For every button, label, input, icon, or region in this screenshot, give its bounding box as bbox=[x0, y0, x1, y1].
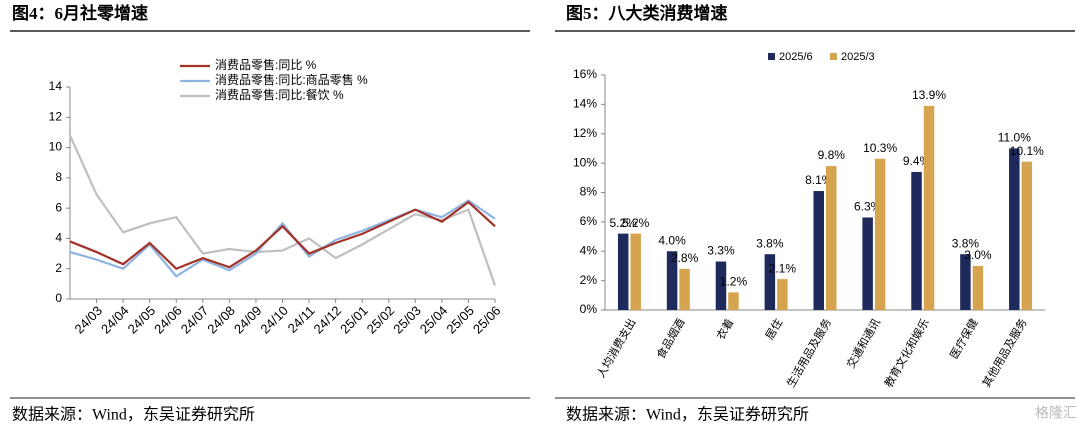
data-label: 6.3% bbox=[854, 200, 882, 214]
x-tick-label: 24/08 bbox=[204, 303, 238, 337]
data-label: 11.0% bbox=[998, 131, 1031, 145]
bar bbox=[728, 292, 739, 310]
x-tick-label: 衣着 bbox=[713, 316, 736, 342]
legend-swatch bbox=[768, 53, 775, 60]
line-series bbox=[69, 199, 496, 278]
line-series bbox=[69, 200, 496, 270]
y-tick-label: 14 bbox=[49, 79, 63, 93]
y-tick-label: 0 bbox=[55, 291, 62, 305]
watermark: 格隆汇 bbox=[1035, 405, 1077, 421]
chart-title: 图4：6月社零增速 bbox=[12, 3, 148, 23]
data-label: 9.8% bbox=[818, 148, 846, 162]
bar bbox=[911, 171, 922, 310]
x-tick-label: 25/04 bbox=[417, 303, 451, 337]
bar bbox=[777, 279, 788, 310]
data-label: 13.9% bbox=[912, 88, 946, 102]
y-tick-label: 4 bbox=[55, 231, 62, 245]
source: 数据来源：Wind，东吴证券研究所 bbox=[12, 406, 255, 424]
legend-swatch bbox=[830, 53, 837, 60]
bar bbox=[764, 254, 776, 310]
bar bbox=[679, 268, 690, 310]
legend-label: 2025/6 bbox=[779, 51, 813, 63]
y-tick-label: 8% bbox=[580, 185, 598, 199]
bar bbox=[960, 254, 971, 310]
data-label: 3.0% bbox=[964, 248, 992, 262]
x-tick-label: 人均消费支出 bbox=[593, 316, 638, 380]
legend-label: 消费品零售:同比:餐饮 % bbox=[215, 87, 344, 102]
data-label: 8.1% bbox=[805, 173, 833, 187]
x-tick-label: 24/11 bbox=[285, 303, 318, 336]
x-tick-label: 24/04 bbox=[98, 303, 132, 337]
data-label: 1.2% bbox=[720, 275, 748, 289]
x-tick-label: 居住 bbox=[762, 316, 785, 342]
chart-title: 图5：八大类消费增速 bbox=[566, 3, 728, 23]
y-tick-label: 4% bbox=[580, 243, 598, 257]
x-tick-label: 25/06 bbox=[470, 303, 504, 337]
x-tick-label: 食品烟酒 bbox=[653, 316, 687, 361]
data-label: 5.2% bbox=[610, 216, 638, 230]
y-tick-label: 14% bbox=[573, 97, 597, 111]
data-label: 4.0% bbox=[658, 233, 686, 247]
bar bbox=[666, 251, 678, 310]
data-label: 3.8% bbox=[952, 236, 980, 250]
y-tick-label: 2% bbox=[580, 273, 598, 287]
x-tick-label: 24/12 bbox=[311, 303, 345, 337]
data-label: 2.8% bbox=[671, 251, 699, 265]
source: 数据来源：Wind，东吴证券研究所 bbox=[566, 406, 809, 424]
y-tick-label: 10% bbox=[573, 155, 597, 169]
legend-label: 消费品零售:同比:商品零售 % bbox=[215, 72, 368, 87]
bar bbox=[826, 166, 837, 310]
legend-label: 2025/3 bbox=[841, 51, 875, 63]
y-tick-label: 10 bbox=[49, 140, 63, 154]
y-tick-label: 0% bbox=[580, 302, 598, 316]
bar bbox=[813, 191, 824, 310]
x-tick-label: 25/03 bbox=[390, 303, 424, 337]
x-tick-label: 交通和通讯 bbox=[843, 316, 883, 371]
y-tick-label: 6% bbox=[580, 214, 598, 228]
x-tick-label: 25/05 bbox=[443, 303, 477, 337]
y-tick-label: 12% bbox=[573, 126, 597, 140]
line-series bbox=[68, 135, 497, 286]
legend-label: 消费品零售:同比 % bbox=[215, 57, 317, 72]
bar bbox=[972, 265, 984, 310]
data-label: 3.3% bbox=[707, 244, 735, 258]
x-tick-label: 25/01 bbox=[337, 303, 371, 337]
bar bbox=[874, 158, 886, 310]
x-tick-label: 25/02 bbox=[364, 303, 398, 337]
y-tick-label: 8 bbox=[55, 170, 62, 184]
data-label: 10.1% bbox=[1010, 144, 1044, 158]
bar bbox=[715, 261, 727, 310]
x-tick-label: 24/07 bbox=[178, 303, 212, 337]
y-tick-label: 12 bbox=[49, 109, 63, 123]
y-tick-label: 6 bbox=[55, 200, 62, 214]
data-label: 10.3% bbox=[863, 141, 897, 155]
x-tick-label: 24/09 bbox=[231, 303, 265, 337]
bar bbox=[630, 233, 641, 310]
x-tick-label: 24/03 bbox=[71, 303, 105, 337]
bar bbox=[1009, 148, 1020, 310]
bar bbox=[862, 217, 873, 310]
bar bbox=[923, 105, 935, 310]
x-tick-label: 24/05 bbox=[125, 303, 159, 337]
x-tick-label: 24/06 bbox=[151, 303, 185, 337]
data-label: 3.8% bbox=[756, 236, 784, 250]
data-label: 9.4% bbox=[903, 154, 931, 168]
x-tick-label: 教育文化和娱乐 bbox=[881, 316, 932, 390]
data-label: 2.1% bbox=[769, 261, 797, 275]
x-tick-label: 生活用品及服务 bbox=[783, 316, 834, 390]
y-tick-label: 16% bbox=[573, 67, 597, 81]
x-tick-label: 医疗保健 bbox=[947, 316, 981, 361]
y-tick-label: 2 bbox=[55, 261, 62, 275]
x-tick-label: 24/10 bbox=[257, 303, 291, 337]
bar bbox=[617, 233, 629, 310]
bar bbox=[1021, 161, 1033, 310]
x-tick-label: 其他用品及服务 bbox=[980, 316, 1030, 389]
data-label: 5.2% bbox=[622, 216, 650, 230]
